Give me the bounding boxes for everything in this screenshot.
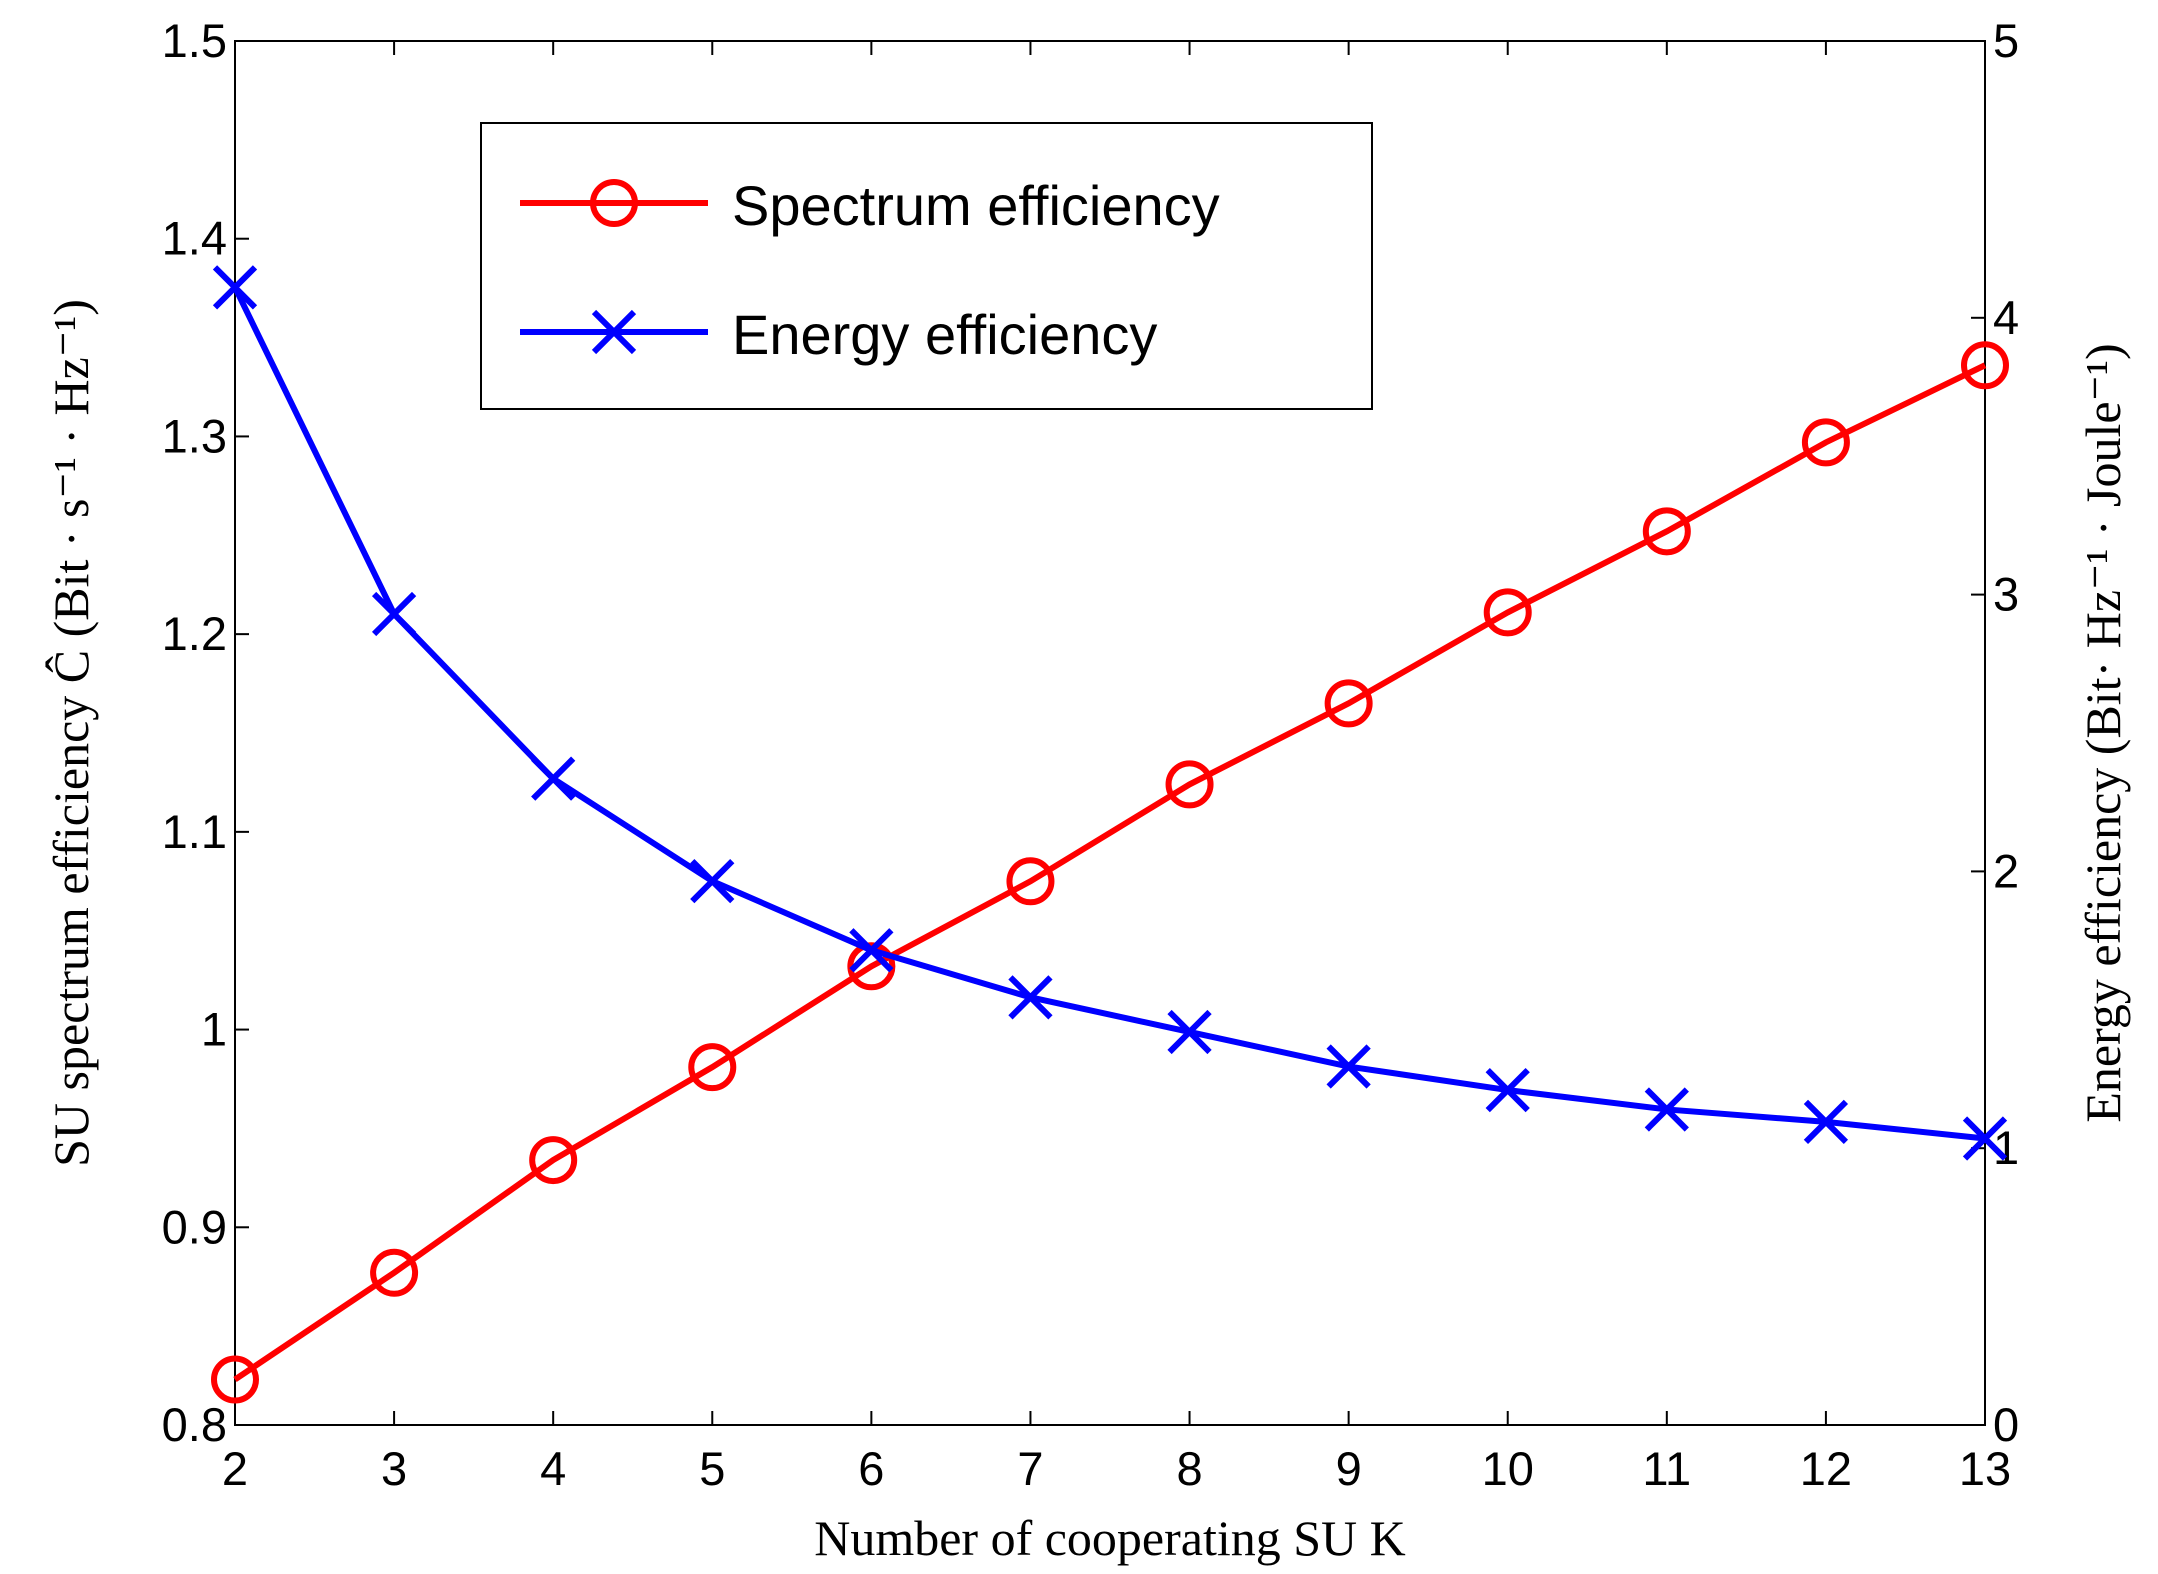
data-point-spectrum xyxy=(1961,341,2009,390)
legend-label-spectrum: Spectrum efficiency xyxy=(732,174,1220,237)
legend-box xyxy=(480,122,1373,410)
data-point-spectrum xyxy=(1642,507,1691,556)
y-left-tick-label: 1 xyxy=(201,1003,227,1056)
data-point-spectrum xyxy=(529,1136,578,1185)
data-point-spectrum xyxy=(1483,588,1532,637)
y-right-tick-label: 0 xyxy=(1993,1398,2019,1451)
data-point-energy xyxy=(1008,975,1053,1020)
data-point-energy xyxy=(371,591,417,637)
data-point-energy xyxy=(212,265,258,310)
data-point-spectrum xyxy=(211,1355,259,1404)
x-tick-label: 8 xyxy=(1176,1442,1202,1495)
y-left-tick-label: 1.4 xyxy=(162,212,227,265)
y-axis-left-label: SU spectrum efficiency Ĉ (Bit · s⁻¹ · Hz… xyxy=(43,299,99,1167)
x-tick-label: 2 xyxy=(222,1442,248,1495)
data-point-energy xyxy=(1962,1116,2008,1161)
data-point-spectrum xyxy=(847,942,896,991)
data-point-energy xyxy=(1167,1009,1212,1055)
x-tick-label: 4 xyxy=(540,1442,566,1495)
x-tick-label: 7 xyxy=(1017,1442,1043,1495)
y-left-tick-label: 1.1 xyxy=(162,805,227,858)
y-right-tick-label: 4 xyxy=(1993,291,2019,344)
data-point-energy xyxy=(690,858,735,904)
y-left-tick-label: 0.8 xyxy=(162,1398,227,1451)
y-right-tick-label: 5 xyxy=(1993,14,2019,67)
data-point-energy xyxy=(1326,1044,1371,1089)
data-point-energy xyxy=(1803,1099,1849,1145)
data-point-spectrum xyxy=(1801,418,1850,467)
data-point-spectrum xyxy=(370,1248,419,1297)
data-point-energy xyxy=(531,756,576,801)
y-left-tick-label: 1.3 xyxy=(162,409,227,462)
data-point-spectrum xyxy=(1165,760,1214,809)
legend-marker-circle xyxy=(590,179,638,227)
y-left-tick-label: 1.2 xyxy=(162,607,227,660)
legend-label-energy: Energy efficiency xyxy=(732,303,1157,366)
x-tick-label: 3 xyxy=(381,1442,407,1495)
data-point-energy xyxy=(849,928,894,973)
x-tick-label: 9 xyxy=(1336,1442,1362,1495)
series-line-spectrum xyxy=(233,362,1987,1383)
y-left-tick-label: 0.9 xyxy=(162,1200,227,1253)
x-tick-label: 5 xyxy=(699,1442,725,1495)
y-right-tick-label: 3 xyxy=(1993,568,2019,621)
y-right-tick-label: 2 xyxy=(1993,844,2019,897)
y-axis-right-label: Energy efficiency (Bit· Hz⁻¹ · Joule⁻¹) xyxy=(2075,343,2131,1122)
data-point-spectrum xyxy=(1006,857,1055,906)
y-left-tick-label: 1.5 xyxy=(162,14,227,67)
x-tick-label: 6 xyxy=(858,1442,884,1495)
x-axis-label: Number of cooperating SU K xyxy=(814,1510,1406,1566)
x-tick-label: 13 xyxy=(1959,1442,2011,1495)
x-tick-label: 10 xyxy=(1482,1442,1534,1495)
data-point-energy xyxy=(1485,1067,1530,1113)
legend: Spectrum efficiency Energy efficiency xyxy=(480,122,1373,410)
x-tick-label: 12 xyxy=(1800,1442,1852,1495)
legend-marker-x xyxy=(591,309,637,355)
x-tick-label: 11 xyxy=(1642,1442,1691,1495)
data-point-spectrum xyxy=(1324,679,1373,728)
series-line-energy xyxy=(232,286,1986,1142)
data-point-energy xyxy=(1644,1087,1689,1132)
data-point-spectrum xyxy=(688,1043,737,1092)
